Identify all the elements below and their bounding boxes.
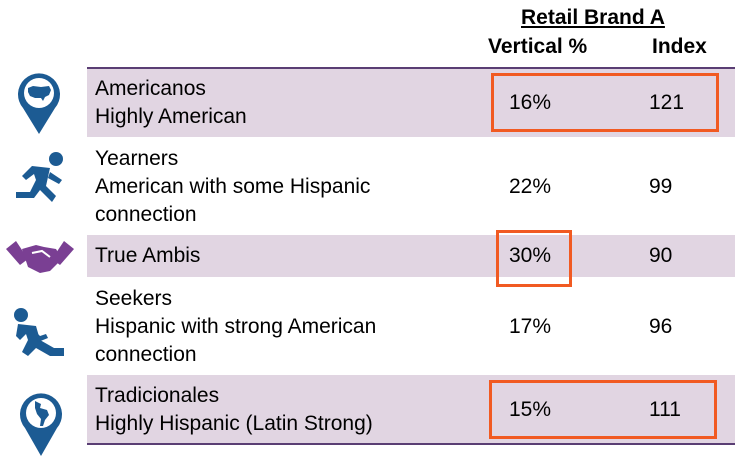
table-bottom-rule: [87, 443, 735, 445]
segment-name: True Ambis: [95, 244, 201, 267]
running-person-icon: [16, 152, 63, 202]
vertical-percent-value: 15%: [509, 398, 552, 421]
segment-name: Tradicionales: [95, 384, 220, 407]
index-value: 121: [649, 91, 685, 114]
segment-name: Americanos: [95, 77, 206, 100]
vertical-percent-value: 17%: [509, 315, 552, 338]
us-map-pin-icon: [18, 73, 61, 134]
index-value: 99: [649, 175, 673, 198]
highlight-box: [489, 380, 717, 439]
vertical-percent-value: 22%: [509, 175, 552, 198]
brand-header: Retail Brand A: [521, 6, 665, 29]
segment-name: Yearners: [95, 147, 179, 170]
table-row-yearners: Yearners American with some Hispanic con…: [87, 137, 735, 235]
index-header: Index: [652, 35, 707, 58]
highlight-box: [491, 73, 719, 132]
index-value: 90: [649, 244, 673, 267]
index-value: 96: [649, 315, 673, 338]
table-top-rule: [87, 67, 735, 69]
segment-description: American with some Hispanic: [95, 175, 371, 198]
segment-name: Seekers: [95, 287, 173, 310]
segment-description-cont: connection: [95, 343, 197, 366]
vertical-percent-value: 16%: [509, 91, 552, 114]
highlight-box: [496, 230, 572, 287]
table-row-americanos: Americanos Highly American 16% 121: [87, 69, 735, 137]
handshake-icon: [6, 241, 74, 273]
table-row-true-ambis: True Ambis 30% 90: [87, 235, 735, 277]
vertical-percent-value: 30%: [509, 244, 552, 267]
table-row-seekers: Seekers Hispanic with strong American co…: [87, 277, 735, 375]
running-person-icon: [14, 308, 64, 356]
segment-description: Highly Hispanic (Latin Strong): [95, 412, 373, 435]
vertical-percent-header: Vertical %: [488, 35, 588, 58]
segment-description-cont: connection: [95, 203, 197, 226]
table-row-tradicionales: Tradicionales Highly Hispanic (Latin Str…: [87, 375, 735, 443]
index-value: 111: [649, 398, 681, 421]
segment-description: Highly American: [95, 105, 247, 128]
latin-america-map-pin-icon: [20, 393, 63, 456]
segment-description: Hispanic with strong American: [95, 315, 377, 338]
